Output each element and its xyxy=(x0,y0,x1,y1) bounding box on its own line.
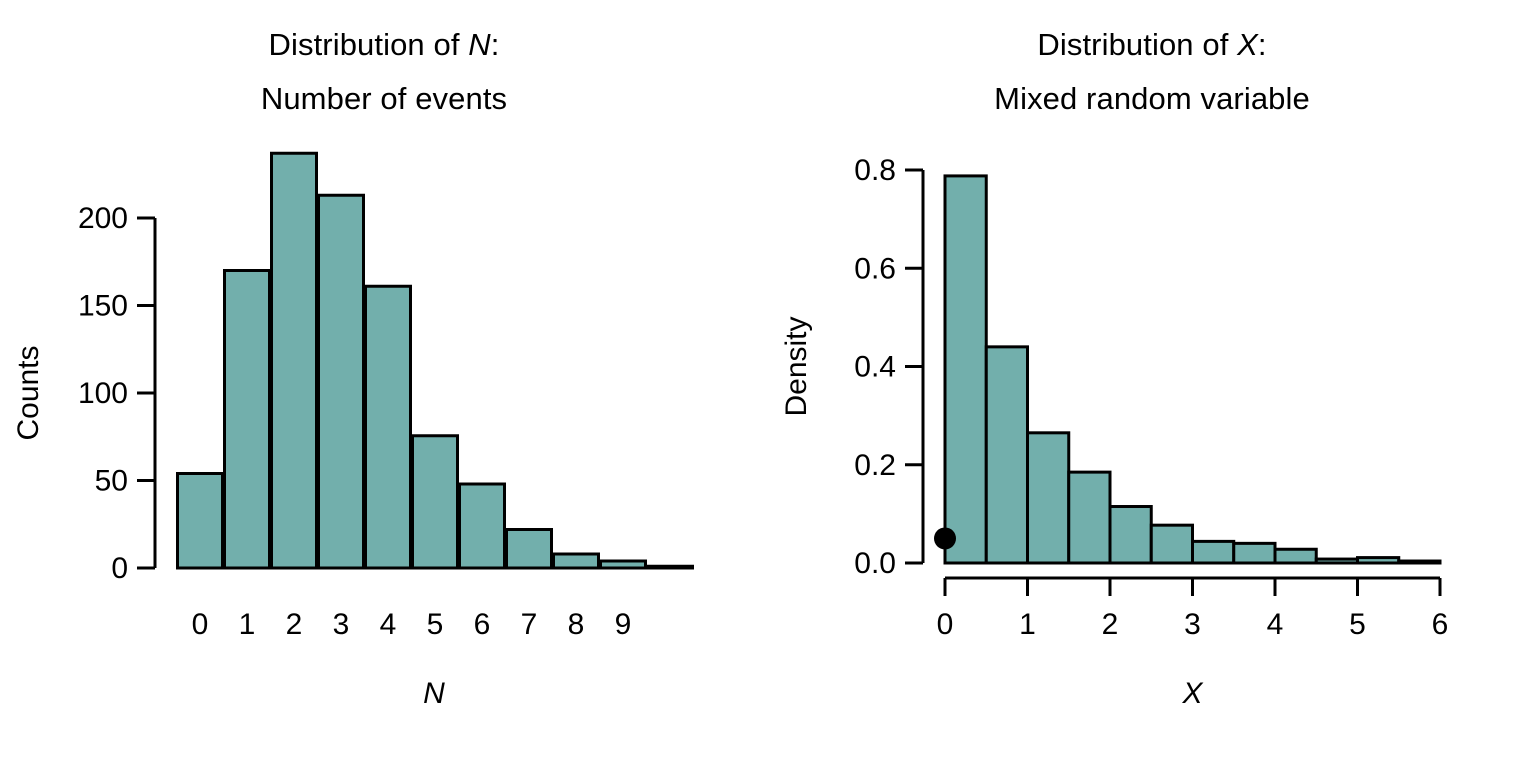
left-x-tick-2: 2 xyxy=(286,608,303,641)
left-y-tick-100: 100 xyxy=(78,377,128,410)
right-y-tick-0.6: 0.6 xyxy=(854,252,896,285)
bar-bin-2.5-3.0 xyxy=(1149,523,1194,565)
panel-distribution-of-n: Distribution of N: Number of events xyxy=(12,27,694,710)
right-y-tick-labels: 0.0 0.2 0.4 0.6 0.8 xyxy=(854,154,896,580)
bar-bin-1.0-1.5 xyxy=(1026,431,1071,565)
right-y-axis-label: Density xyxy=(780,316,813,416)
bar-bin-1.5-2.0 xyxy=(1067,470,1112,565)
right-x-axis-label: X xyxy=(1181,677,1203,710)
bar-bin-2.0-2.5 xyxy=(1108,505,1153,565)
left-x-tick-1: 1 xyxy=(239,608,256,641)
bar-n-2 xyxy=(270,151,318,570)
left-plot-area: 0 50 100 150 200 0 1 2 3 4 5 6 7 8 9 N xyxy=(12,151,694,710)
left-x-tick-9: 9 xyxy=(615,608,632,641)
left-x-tick-8: 8 xyxy=(568,608,585,641)
left-x-tick-3: 3 xyxy=(333,608,350,641)
right-plot-area: 0.0 0.2 0.4 0.6 0.8 0 1 2 3 xyxy=(780,154,1449,710)
left-y-axis-label: Counts xyxy=(12,345,45,440)
right-x-tick-1: 1 xyxy=(1019,608,1036,641)
bar-n-1 xyxy=(223,269,271,570)
bar-bin-3.5-4.0 xyxy=(1232,541,1277,565)
left-x-tick-labels: 0 1 2 3 4 5 6 7 8 9 xyxy=(192,608,632,641)
bar-bin-5.0-5.5 xyxy=(1356,556,1401,565)
bar-bin-5.5-6.0 xyxy=(1397,559,1442,565)
bar-n-3 xyxy=(317,193,365,570)
bar-n-8 xyxy=(552,552,600,570)
right-y-tick-0.0: 0.0 xyxy=(854,547,896,580)
left-x-tick-5: 5 xyxy=(427,608,444,641)
right-y-axis xyxy=(905,168,925,565)
left-bars xyxy=(176,151,694,570)
right-x-tick-6: 6 xyxy=(1432,608,1449,641)
bar-n-7 xyxy=(505,528,553,570)
bar-n-5 xyxy=(411,434,459,570)
left-x-tick-6: 6 xyxy=(474,608,491,641)
left-y-tick-0: 0 xyxy=(111,552,128,585)
right-y-tick-0.4: 0.4 xyxy=(854,351,896,384)
right-x-tick-labels: 0 1 2 3 4 5 6 xyxy=(937,608,1449,641)
right-y-tick-0.2: 0.2 xyxy=(854,449,896,482)
left-y-tick-200: 200 xyxy=(78,202,128,235)
right-x-tick-0: 0 xyxy=(937,608,954,641)
left-x-tick-0: 0 xyxy=(192,608,209,641)
left-y-tick-150: 150 xyxy=(78,290,128,323)
right-x-tick-4: 4 xyxy=(1267,608,1284,641)
left-x-tick-4: 4 xyxy=(380,608,397,641)
left-y-axis xyxy=(137,216,157,570)
right-x-tick-3: 3 xyxy=(1184,608,1201,641)
bar-n-4 xyxy=(364,284,412,570)
right-x-axis xyxy=(943,576,1442,596)
right-x-tick-2: 2 xyxy=(1102,608,1119,641)
bar-bin-3.0-3.5 xyxy=(1191,539,1236,565)
bar-bin-0.5-1.0 xyxy=(984,345,1029,565)
right-y-tick-0.8: 0.8 xyxy=(854,154,896,187)
right-x-tick-5: 5 xyxy=(1349,608,1366,641)
bar-bin-4.0-4.5 xyxy=(1273,547,1318,565)
right-bars xyxy=(943,174,1442,565)
panel-distribution-of-x: Distribution of X: Mixed random variable xyxy=(768,0,1536,768)
left-y-tick-labels: 0 50 100 150 200 xyxy=(78,202,128,585)
bar-n-10 xyxy=(646,564,694,570)
bar-bin-4.5-5.0 xyxy=(1314,557,1359,565)
left-y-tick-50: 50 xyxy=(95,465,128,498)
point-mass-icon xyxy=(934,527,956,550)
left-x-tick-7: 7 xyxy=(521,608,538,641)
bar-bin-0.0-0.5 xyxy=(943,174,988,565)
left-x-axis-label: N xyxy=(423,677,445,710)
bar-n-0 xyxy=(176,472,224,570)
bar-n-6 xyxy=(458,482,506,570)
bar-n-9 xyxy=(599,559,647,570)
